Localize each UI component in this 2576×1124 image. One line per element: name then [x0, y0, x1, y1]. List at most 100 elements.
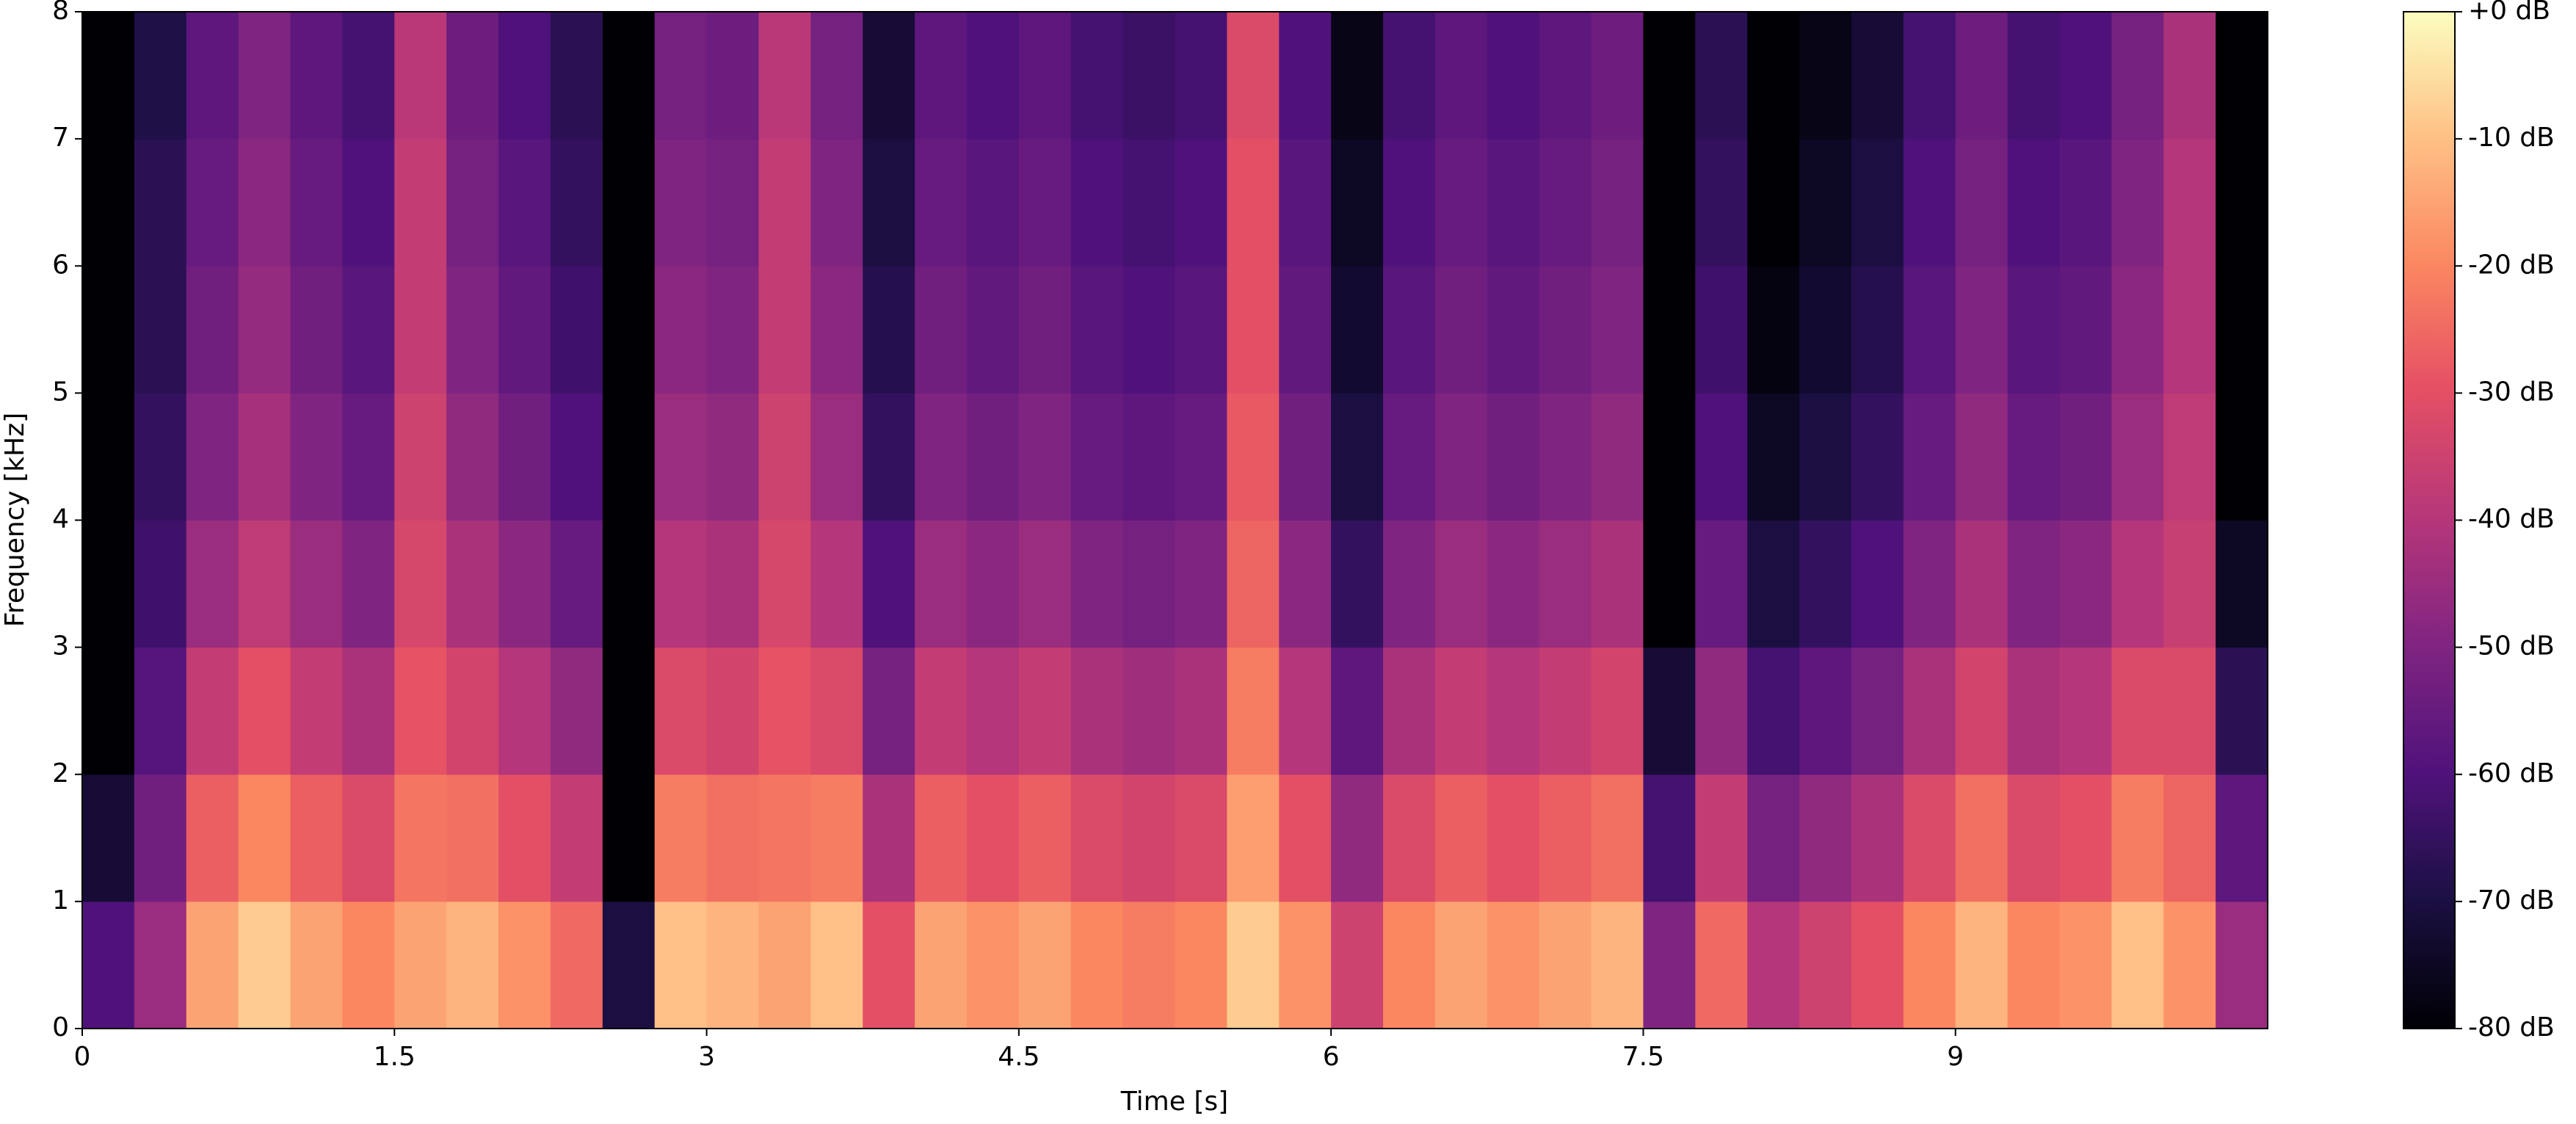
heatmap-cell	[1018, 774, 1072, 902]
colorbar-tick-label: -70 dB	[2468, 885, 2555, 915]
heatmap-cell	[394, 266, 447, 394]
heatmap-cell	[342, 520, 395, 648]
heatmap-cell	[602, 139, 656, 267]
heatmap-cell	[1643, 520, 1696, 648]
heatmap-cell	[1643, 139, 1696, 267]
heatmap-cell	[1383, 647, 1436, 775]
heatmap-cell	[1799, 774, 1852, 902]
heatmap-cell	[2059, 266, 2112, 394]
heatmap-cell	[1331, 393, 1384, 521]
heatmap-cell	[1539, 393, 1592, 521]
heatmap-cell	[2163, 520, 2216, 648]
heatmap-cell	[1487, 266, 1540, 394]
heatmap-cell	[706, 393, 759, 521]
heatmap-cell	[1070, 901, 1124, 1029]
heatmap-cell	[82, 266, 135, 394]
heatmap-cell	[966, 266, 1020, 394]
heatmap-cell	[1018, 139, 1072, 267]
heatmap-cell	[915, 647, 968, 775]
heatmap-cell	[706, 901, 759, 1029]
heatmap-cell	[134, 12, 187, 139]
heatmap-cell	[394, 901, 447, 1029]
heatmap-cell	[602, 393, 656, 521]
heatmap-cell	[915, 139, 968, 267]
heatmap-cell	[2111, 12, 2164, 139]
heatmap-cell	[706, 12, 759, 139]
y-tick-label: 1	[52, 885, 69, 915]
heatmap-cell	[1903, 12, 1956, 139]
heatmap-cell	[134, 647, 187, 775]
heatmap-cell	[446, 12, 499, 139]
heatmap-cell	[1122, 12, 1175, 139]
heatmap-cell	[1018, 12, 1072, 139]
x-tick-label: 3	[698, 1042, 715, 1072]
heatmap-cell	[1227, 901, 1280, 1029]
heatmap-cell	[1851, 139, 1904, 267]
heatmap-cell	[1227, 393, 1280, 521]
heatmap-cell	[966, 12, 1020, 139]
heatmap-cell	[1903, 393, 1956, 521]
heatmap-cell	[1539, 520, 1592, 648]
heatmap-cell	[2007, 12, 2060, 139]
heatmap-cell	[1955, 12, 2009, 139]
heatmap-cell	[2059, 901, 2112, 1029]
heatmap-cell	[1591, 901, 1644, 1029]
heatmap-cell	[1539, 774, 1592, 902]
heatmap-cell	[1122, 774, 1175, 902]
heatmap-cell	[1487, 647, 1540, 775]
heatmap-cell	[1695, 901, 1748, 1029]
heatmap-cell	[446, 774, 499, 902]
heatmap-cell	[758, 266, 811, 394]
heatmap-cell	[863, 774, 915, 902]
heatmap-cell	[1799, 139, 1852, 267]
heatmap-cell	[1851, 901, 1904, 1029]
heatmap-cell	[1070, 139, 1124, 267]
heatmap-cell	[550, 139, 603, 267]
heatmap-cell	[134, 266, 187, 394]
x-tick-label: 7.5	[1622, 1042, 1664, 1072]
heatmap-cell	[498, 774, 551, 902]
heatmap-cell	[1747, 139, 1800, 267]
heatmap-cell	[1070, 647, 1124, 775]
heatmap-cell	[1695, 266, 1748, 394]
y-tick-label: 8	[52, 0, 69, 26]
heatmap-cell	[1643, 266, 1696, 394]
heatmap-cell	[2007, 139, 2060, 267]
heatmap-cell	[550, 393, 603, 521]
heatmap-cell	[186, 520, 239, 648]
heatmap-cell	[2163, 901, 2216, 1029]
heatmap-cell	[2163, 12, 2216, 139]
heatmap-cell	[1175, 393, 1227, 521]
heatmap-cell	[1591, 266, 1644, 394]
heatmap-cell	[1175, 774, 1227, 902]
heatmap-cell	[2163, 393, 2216, 521]
heatmap-cell	[1747, 520, 1800, 648]
heatmap-cell	[1279, 774, 1332, 902]
heatmap-cell	[1851, 393, 1904, 521]
heatmap-cells	[82, 12, 2268, 1029]
colorbar-tick-label: -60 dB	[2468, 758, 2555, 788]
heatmap-cell	[1851, 647, 1904, 775]
heatmap-cell	[1122, 901, 1175, 1029]
y-tick-label: 0	[52, 1012, 69, 1043]
heatmap-cell	[2007, 393, 2060, 521]
heatmap-cell	[1539, 901, 1592, 1029]
colorbar-tick-label: +0 dB	[2468, 0, 2550, 26]
heatmap-cell	[2216, 520, 2268, 648]
heatmap-cell	[2111, 647, 2164, 775]
heatmap-cell	[602, 774, 656, 902]
heatmap-cell	[863, 266, 915, 394]
colorbar-tick-label: -20 dB	[2468, 250, 2555, 280]
heatmap-cell	[134, 393, 187, 521]
heatmap-cell	[863, 12, 915, 139]
heatmap-cell	[498, 266, 551, 394]
heatmap-cell	[1227, 647, 1280, 775]
heatmap-cell	[238, 12, 291, 139]
heatmap-cell	[550, 774, 603, 902]
heatmap-cell	[1903, 901, 1956, 1029]
heatmap-cell	[1331, 139, 1384, 267]
heatmap-cell	[1747, 774, 1800, 902]
heatmap-cell	[706, 647, 759, 775]
heatmap-cell	[82, 139, 135, 267]
heatmap-cell	[1955, 266, 2009, 394]
